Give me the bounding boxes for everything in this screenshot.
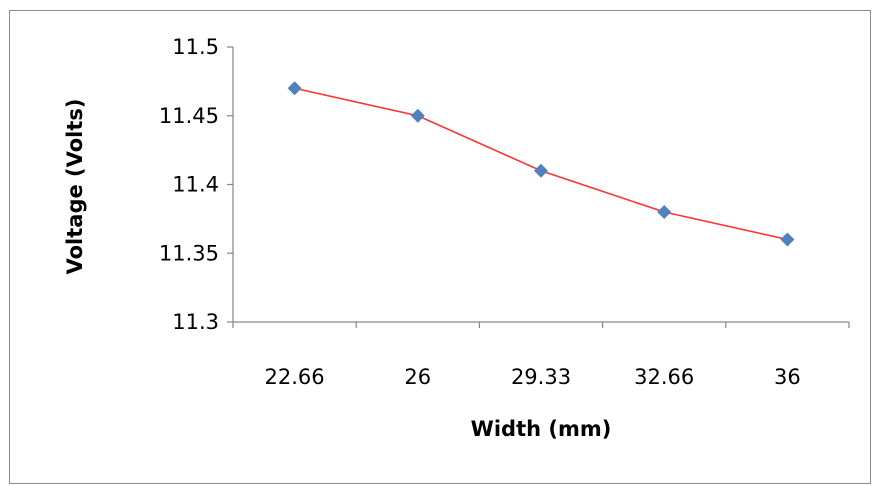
y-axis-title: Voltage (Volts) (63, 99, 87, 275)
y-tick-label: 11.4 (172, 173, 219, 197)
x-tick-label: 29.33 (511, 365, 571, 389)
series-group (287, 81, 795, 247)
data-point-marker (534, 163, 548, 178)
data-point-marker (410, 108, 425, 123)
y-tick-label: 11.5 (172, 35, 219, 59)
axes (232, 47, 849, 323)
y-tick-label: 11.3 (172, 310, 219, 334)
data-point-marker (287, 81, 302, 96)
x-tick-label: 32.66 (634, 365, 694, 389)
x-tick-label: 36 (774, 365, 801, 389)
x-tick-label: 22.66 (265, 365, 325, 389)
x-ticks: 22.66 26 29.33 32.66 36 (232, 322, 850, 389)
y-tick-label: 11.35 (159, 241, 219, 265)
x-axis-title: Width (mm) (471, 417, 612, 441)
x-tick-label: 26 (404, 365, 431, 389)
chart-frame (9, 10, 871, 484)
y-tick-label: 11.45 (159, 104, 219, 128)
data-point-marker (780, 232, 795, 247)
y-ticks: 11.3 11.35 11.4 11.45 11.5 (159, 35, 233, 334)
data-point-marker (657, 205, 672, 219)
